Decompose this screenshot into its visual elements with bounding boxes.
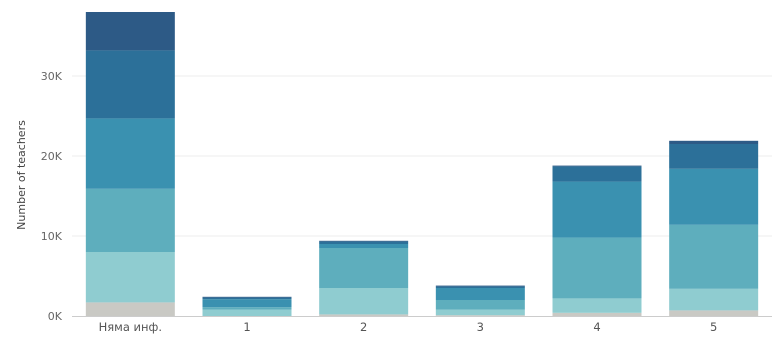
bar-segment [319, 248, 409, 288]
bar-group-0 [85, 12, 175, 316]
y-axis-title: Number of teachers [15, 120, 28, 230]
bar-group-5 [669, 140, 759, 316]
bar-segment [319, 244, 409, 248]
y-axis-ticks: 0K 10K 20K 30K [41, 70, 63, 323]
bar-segment [202, 297, 292, 300]
bar-segment [669, 224, 759, 289]
y-tick-label: 0K [48, 310, 63, 323]
bar-segment [552, 165, 642, 167]
bar-group-3 [435, 285, 525, 316]
bar-segment [552, 166, 642, 182]
bar-segment [669, 144, 759, 169]
bar-segment [435, 285, 525, 287]
bar-segment [202, 307, 292, 310]
x-tick-label: 4 [593, 320, 600, 334]
bar-segment [319, 288, 409, 315]
bar-group-2 [319, 240, 409, 316]
bar-segment [202, 309, 292, 316]
bar-segment [669, 140, 759, 144]
bar-segment [319, 241, 409, 244]
bar-segment [669, 288, 759, 311]
bar-segment [552, 181, 642, 238]
bar-segment [552, 298, 642, 313]
bar-segment [669, 168, 759, 225]
x-tick-label: 5 [710, 320, 717, 334]
y-tick-label: 10K [41, 230, 63, 243]
bar-segment [435, 309, 525, 316]
bar-segment [85, 302, 175, 316]
bars [85, 12, 759, 316]
x-tick-label: 2 [360, 320, 367, 334]
bar-segment [85, 118, 175, 189]
x-tick-label: 3 [477, 320, 484, 334]
bar-segment [669, 310, 759, 316]
bar-group-1 [202, 296, 292, 316]
bar-segment [435, 315, 525, 316]
x-tick-label: Няма инф. [99, 320, 162, 334]
bar-group-4 [552, 165, 642, 316]
bar-segment [202, 296, 292, 298]
bar-segment [85, 50, 175, 119]
bar-segment [435, 288, 525, 300]
bar-segment [319, 240, 409, 242]
bar-segment [85, 12, 175, 51]
x-tick-label: 1 [243, 320, 250, 334]
x-axis-ticks: Няма инф. 1 2 3 4 5 [99, 320, 718, 334]
bar-segment [552, 237, 642, 299]
y-tick-label: 30K [41, 70, 63, 83]
bar-segment [552, 312, 642, 316]
y-tick-label: 20K [41, 150, 63, 163]
bar-segment [202, 299, 292, 308]
bar-segment [319, 314, 409, 316]
bar-segment [435, 286, 525, 288]
y-gridlines [72, 75, 772, 237]
bar-segment [85, 252, 175, 303]
bar-segment [435, 300, 525, 310]
bar-segment [85, 188, 175, 252]
